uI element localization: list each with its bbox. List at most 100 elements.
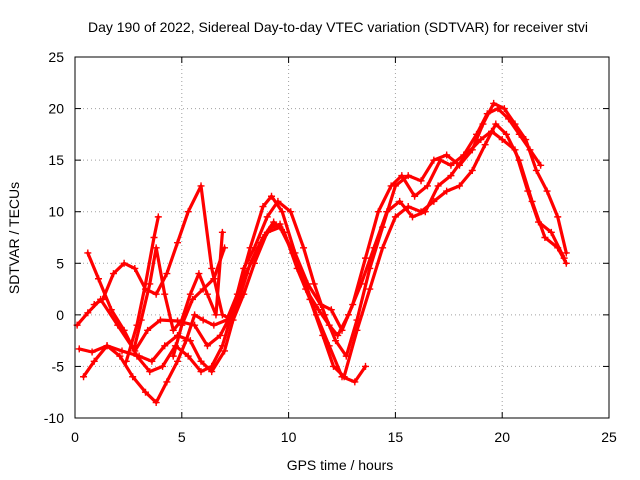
data-point xyxy=(221,244,229,252)
data-point xyxy=(229,316,237,324)
data-point xyxy=(263,228,271,236)
data-point xyxy=(133,352,141,360)
data-point xyxy=(543,187,551,195)
data-point xyxy=(150,234,158,241)
data-point xyxy=(404,203,412,211)
data-point xyxy=(492,120,500,128)
data-point xyxy=(562,249,570,257)
data-point xyxy=(188,295,196,303)
data-point xyxy=(131,342,139,350)
data-point xyxy=(199,316,207,324)
data-series xyxy=(73,99,570,407)
data-point xyxy=(515,156,523,164)
data-point xyxy=(84,249,92,257)
y-tick-label: 25 xyxy=(48,49,64,65)
y-tick-label: 15 xyxy=(48,152,64,168)
y-tick-label: 10 xyxy=(48,204,64,220)
data-point xyxy=(197,368,205,376)
data-point xyxy=(498,136,506,144)
data-point xyxy=(109,270,117,278)
data-point xyxy=(338,373,346,381)
data-point xyxy=(554,244,562,252)
data-point xyxy=(547,228,555,236)
data-point xyxy=(361,254,369,262)
data-point xyxy=(250,244,258,252)
data-point xyxy=(186,290,194,298)
data-point xyxy=(404,172,412,180)
data-point xyxy=(88,348,96,356)
data-point xyxy=(447,172,455,180)
data-point xyxy=(163,378,171,386)
data-point xyxy=(161,342,169,350)
data-point xyxy=(361,362,369,370)
series-s4 xyxy=(84,99,570,376)
data-point xyxy=(423,182,431,190)
x-tick-label: 20 xyxy=(494,429,510,445)
data-point xyxy=(310,280,318,288)
data-point xyxy=(332,337,340,345)
data-point xyxy=(152,244,160,252)
data-point xyxy=(479,120,487,128)
data-point xyxy=(154,213,162,221)
data-point xyxy=(218,342,226,350)
data-point xyxy=(334,331,342,339)
data-point xyxy=(90,301,98,309)
data-point xyxy=(210,321,218,329)
data-point xyxy=(212,311,220,319)
data-point xyxy=(481,141,489,149)
plot-frame xyxy=(74,56,610,419)
data-point xyxy=(122,357,130,365)
data-point xyxy=(203,342,211,350)
data-point xyxy=(511,120,519,128)
data-point xyxy=(152,399,160,407)
data-point xyxy=(327,306,335,314)
data-point xyxy=(455,182,463,190)
data-point xyxy=(197,182,205,190)
data-point xyxy=(349,301,357,309)
data-point xyxy=(116,352,124,360)
data-point xyxy=(434,182,442,190)
data-point xyxy=(216,331,224,339)
data-point xyxy=(195,270,203,278)
data-point xyxy=(94,275,102,283)
series-s7 xyxy=(131,228,226,350)
y-tick-label: 0 xyxy=(56,307,64,323)
data-point xyxy=(522,136,530,144)
data-point xyxy=(276,223,284,231)
x-tick-label: 10 xyxy=(281,429,297,445)
data-point xyxy=(218,228,226,236)
data-point xyxy=(468,146,476,154)
data-point xyxy=(329,362,337,370)
data-point xyxy=(391,213,399,221)
y-axis-label: SDTVAR / TECUs xyxy=(6,182,22,294)
data-point xyxy=(396,197,404,205)
data-point xyxy=(169,352,177,360)
data-point xyxy=(263,213,271,221)
chart-title: Day 190 of 2022, Sidereal Day-to-day VTE… xyxy=(88,19,588,35)
y-tick-label: 5 xyxy=(56,255,64,271)
data-point xyxy=(447,161,455,169)
data-point xyxy=(208,362,216,370)
data-point xyxy=(221,347,229,355)
data-point xyxy=(289,249,297,257)
data-point xyxy=(184,208,192,216)
data-point xyxy=(184,352,192,360)
data-point xyxy=(84,309,92,317)
data-point xyxy=(443,151,451,159)
data-point xyxy=(129,373,137,381)
x-axis-label: GPS time / hours xyxy=(287,457,394,473)
data-point xyxy=(302,280,310,288)
data-point xyxy=(75,345,83,353)
data-point xyxy=(161,290,169,298)
data-point xyxy=(541,234,549,241)
data-point xyxy=(443,187,451,195)
data-point xyxy=(99,295,107,303)
data-point xyxy=(455,161,463,169)
data-point xyxy=(554,213,562,221)
y-tick-label: -5 xyxy=(52,358,65,374)
series-line xyxy=(171,246,227,358)
data-point xyxy=(274,197,282,205)
axis-ticks: 0 5 10 15 20 25 -10 -5 0 5 10 15 20 25 xyxy=(44,49,617,445)
data-point xyxy=(287,208,295,216)
data-point xyxy=(103,342,111,350)
